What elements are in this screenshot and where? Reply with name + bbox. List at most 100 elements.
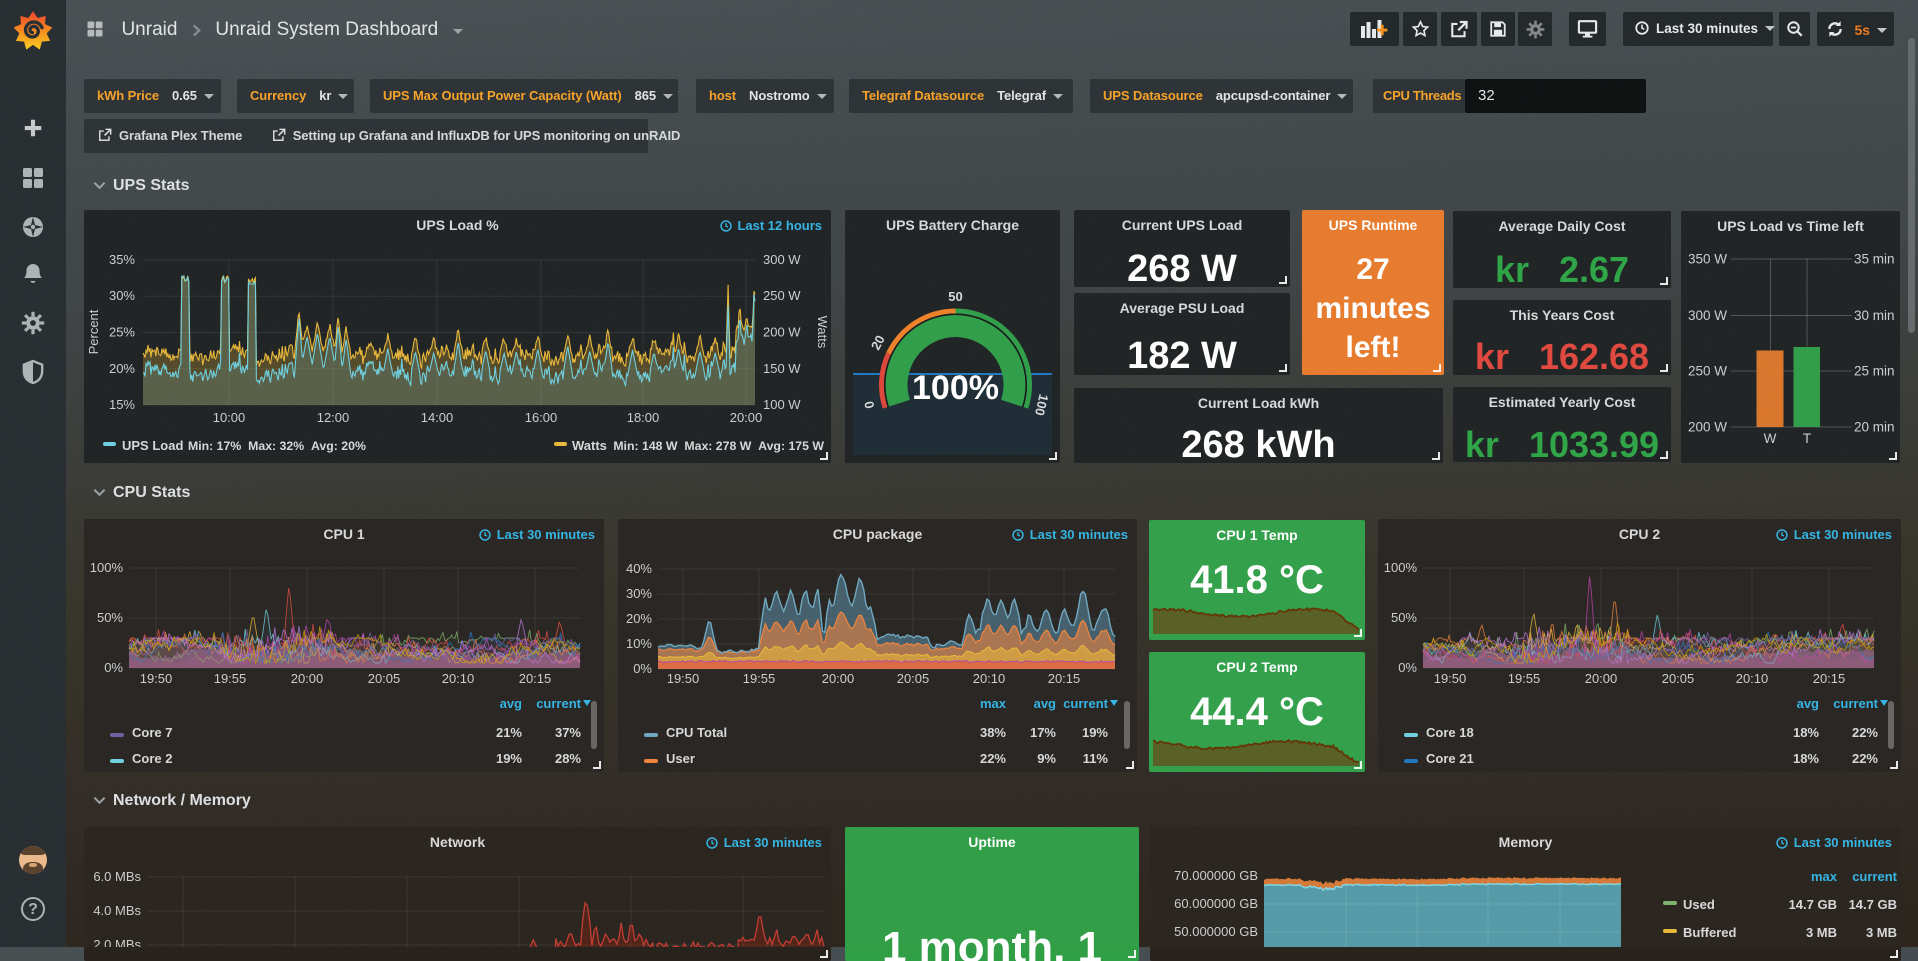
svg-text:4.0 MBs: 4.0 MBs xyxy=(93,903,141,918)
svg-text:Min: 17% Max: 32% Avg: 20%: Min: 17% Max: 32% Avg: 20% xyxy=(188,439,366,453)
svg-text:100 W: 100 W xyxy=(763,397,801,412)
svg-text:Percent: Percent xyxy=(86,309,101,354)
svg-text:11%: 11% xyxy=(1083,751,1109,766)
svg-text:max: max xyxy=(1811,869,1838,884)
svg-text:UPS Load: UPS Load xyxy=(122,438,183,453)
svg-text:9%: 9% xyxy=(1037,751,1056,766)
svg-text:17%: 17% xyxy=(1030,725,1056,740)
svg-text:12:00: 12:00 xyxy=(317,410,350,425)
svg-text:250 W: 250 W xyxy=(763,288,801,303)
svg-text:38%: 38% xyxy=(980,725,1006,740)
svg-text:Core 18: Core 18 xyxy=(1426,725,1474,740)
svg-text:Watts: Watts xyxy=(815,316,830,349)
svg-text:19:50: 19:50 xyxy=(667,671,700,686)
svg-text:20 min: 20 min xyxy=(1854,420,1895,435)
svg-text:18%: 18% xyxy=(1793,751,1819,766)
svg-text:User: User xyxy=(666,751,695,766)
svg-text:20:00: 20:00 xyxy=(291,671,324,686)
svg-text:Watts: Watts xyxy=(572,438,607,453)
svg-text:current: current xyxy=(1833,696,1878,711)
svg-text:200 W: 200 W xyxy=(763,325,801,340)
svg-text:50.000000 GB: 50.000000 GB xyxy=(1174,924,1258,939)
svg-text:200 W: 200 W xyxy=(1688,420,1727,435)
svg-text:19:50: 19:50 xyxy=(140,671,173,686)
svg-text:current: current xyxy=(1063,696,1108,711)
svg-text:3 MB: 3 MB xyxy=(1806,925,1837,940)
svg-text:Buffered: Buffered xyxy=(1683,925,1737,940)
svg-text:Core 21: Core 21 xyxy=(1426,751,1474,766)
svg-text:Used: Used xyxy=(1683,897,1715,912)
svg-text:300 W: 300 W xyxy=(763,252,801,267)
svg-text:19:55: 19:55 xyxy=(743,671,776,686)
svg-text:37%: 37% xyxy=(555,725,581,740)
svg-text:20:05: 20:05 xyxy=(1662,671,1695,686)
svg-text:18:00: 18:00 xyxy=(627,410,660,425)
svg-text:avg: avg xyxy=(500,696,522,711)
svg-text:20:10: 20:10 xyxy=(442,671,475,686)
svg-text:16:00: 16:00 xyxy=(525,410,558,425)
svg-text:0%: 0% xyxy=(633,661,652,676)
svg-text:22%: 22% xyxy=(1852,725,1878,740)
svg-text:3 MB: 3 MB xyxy=(1866,925,1897,940)
svg-text:0%: 0% xyxy=(104,660,123,675)
svg-text:350 W: 350 W xyxy=(1688,252,1727,267)
svg-text:50%: 50% xyxy=(1391,610,1417,625)
svg-text:20:15: 20:15 xyxy=(1813,671,1846,686)
svg-text:20%: 20% xyxy=(109,361,135,376)
svg-text:14.7 GB: 14.7 GB xyxy=(1789,897,1837,912)
svg-text:20%: 20% xyxy=(626,611,652,626)
svg-text:22%: 22% xyxy=(1852,751,1878,766)
svg-text:100%: 100% xyxy=(1384,560,1418,575)
svg-text:20:05: 20:05 xyxy=(368,671,401,686)
svg-text:30%: 30% xyxy=(109,288,135,303)
svg-text:14.7 GB: 14.7 GB xyxy=(1849,897,1897,912)
svg-text:22%: 22% xyxy=(980,751,1006,766)
svg-text:40%: 40% xyxy=(626,561,652,576)
svg-text:18%: 18% xyxy=(1793,725,1819,740)
svg-text:avg: avg xyxy=(1797,696,1819,711)
svg-text:19:55: 19:55 xyxy=(1508,671,1541,686)
svg-text:28%: 28% xyxy=(555,751,581,766)
svg-text:100%: 100% xyxy=(912,369,999,407)
svg-text:250 W: 250 W xyxy=(1688,364,1727,379)
svg-text:70.000000 GB: 70.000000 GB xyxy=(1174,868,1258,883)
svg-text:300 W: 300 W xyxy=(1688,308,1727,323)
svg-text:CPU Total: CPU Total xyxy=(666,725,727,740)
svg-text:10:00: 10:00 xyxy=(213,410,246,425)
svg-text:50: 50 xyxy=(948,289,962,304)
svg-text:10%: 10% xyxy=(626,636,652,651)
svg-text:0%: 0% xyxy=(1398,660,1417,675)
svg-text:avg: avg xyxy=(1034,696,1056,711)
svg-text:25 min: 25 min xyxy=(1854,364,1895,379)
svg-text:50%: 50% xyxy=(97,610,123,625)
svg-text:current: current xyxy=(536,696,581,711)
svg-text:21%: 21% xyxy=(496,725,522,740)
svg-text:current: current xyxy=(1852,869,1897,884)
svg-text:19%: 19% xyxy=(1082,725,1108,740)
svg-text:Min: 148 W Max: 278 W Avg: 1: Min: 148 W Max: 278 W Avg: 175 W xyxy=(613,439,824,453)
svg-text:100%: 100% xyxy=(90,560,124,575)
svg-text:19:55: 19:55 xyxy=(214,671,247,686)
svg-text:20:10: 20:10 xyxy=(1736,671,1769,686)
svg-text:Core 7: Core 7 xyxy=(132,725,172,740)
svg-text:35 min: 35 min xyxy=(1854,252,1895,267)
svg-text:20:00: 20:00 xyxy=(730,410,763,425)
svg-text:25%: 25% xyxy=(109,325,135,340)
svg-text:60.000000 GB: 60.000000 GB xyxy=(1174,896,1258,911)
svg-text:20:10: 20:10 xyxy=(973,671,1006,686)
svg-text:20:00: 20:00 xyxy=(1585,671,1618,686)
svg-text:W: W xyxy=(1764,431,1777,446)
svg-text:2.0 MBs: 2.0 MBs xyxy=(93,937,141,947)
svg-text:20:05: 20:05 xyxy=(897,671,930,686)
svg-text:20:00: 20:00 xyxy=(822,671,855,686)
svg-text:max: max xyxy=(980,696,1007,711)
svg-text:30%: 30% xyxy=(626,586,652,601)
svg-text:20:15: 20:15 xyxy=(519,671,552,686)
svg-text:19%: 19% xyxy=(496,751,522,766)
svg-text:6.0 MBs: 6.0 MBs xyxy=(93,869,141,884)
svg-text:15%: 15% xyxy=(109,397,135,412)
svg-text:Core 2: Core 2 xyxy=(132,751,172,766)
svg-text:14:00: 14:00 xyxy=(421,410,454,425)
svg-text:35%: 35% xyxy=(109,252,135,267)
svg-text:19:50: 19:50 xyxy=(1434,671,1467,686)
